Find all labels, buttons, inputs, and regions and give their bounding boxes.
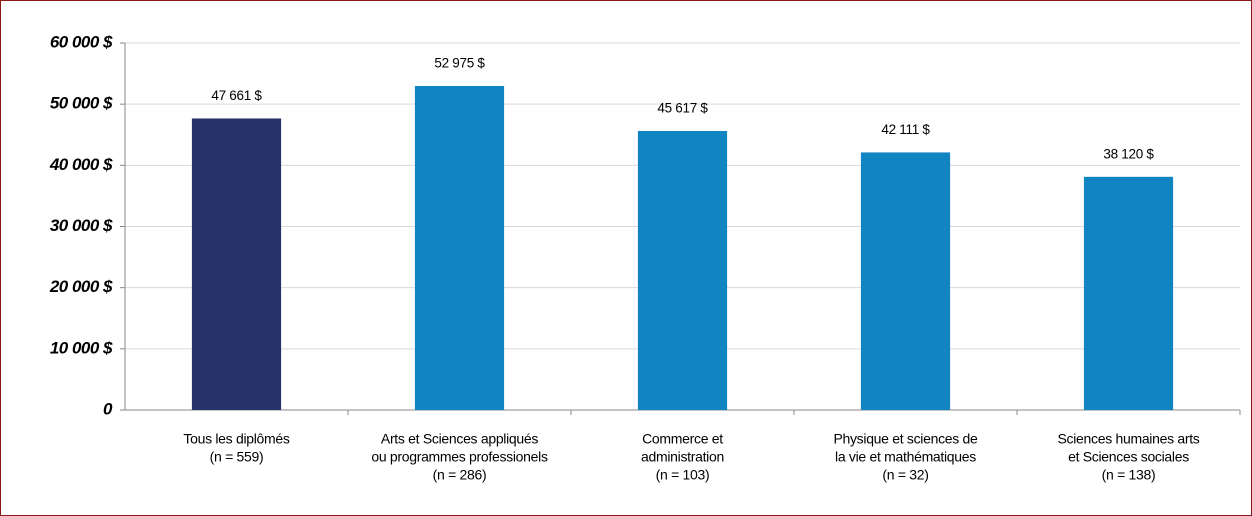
bar — [637, 130, 728, 410]
y-tick-label: 60 000 $ — [50, 32, 113, 51]
x-tick-label: (n = 32) — [882, 467, 928, 483]
y-tick-label: 20 000 $ — [49, 277, 113, 296]
value-label: 42 111 $ — [881, 122, 930, 137]
x-tick-label: ou programmes professionels — [371, 449, 548, 465]
x-tick-label: Sciences humaines arts — [1057, 431, 1199, 447]
x-tick-label: et Sciences sociales — [1068, 449, 1189, 465]
y-tick-label: 50 000 $ — [50, 94, 113, 113]
y-tick-label: 0 — [103, 399, 113, 418]
bar — [1083, 176, 1174, 410]
x-tick-label: la vie et mathématiques — [835, 449, 976, 465]
x-tick-label: Commerce et — [642, 431, 723, 447]
y-tick-label: 40 000 $ — [49, 155, 113, 174]
value-label: 38 120 $ — [1103, 146, 1154, 161]
x-tick-label: Physique et sciences de — [833, 431, 978, 447]
bar — [191, 118, 282, 411]
bar — [414, 85, 505, 411]
x-tick-label: (n = 138) — [1102, 467, 1156, 483]
x-tick-label: Tous les diplômés — [183, 431, 289, 447]
value-label: 47 661 $ — [211, 88, 262, 103]
x-tick-label: Arts et Sciences appliqués — [381, 431, 538, 447]
y-tick-label: 10 000 $ — [50, 338, 113, 357]
y-tick-label: 30 000 $ — [50, 216, 113, 235]
x-tick-label: (n = 559) — [210, 449, 264, 465]
x-tick-label: (n = 103) — [656, 467, 710, 483]
value-label: 45 617 $ — [657, 101, 708, 116]
value-label: 52 975 $ — [434, 56, 485, 71]
x-tick-label: administration — [641, 449, 724, 465]
x-tick-label: (n = 286) — [433, 467, 487, 483]
bar — [860, 152, 951, 410]
